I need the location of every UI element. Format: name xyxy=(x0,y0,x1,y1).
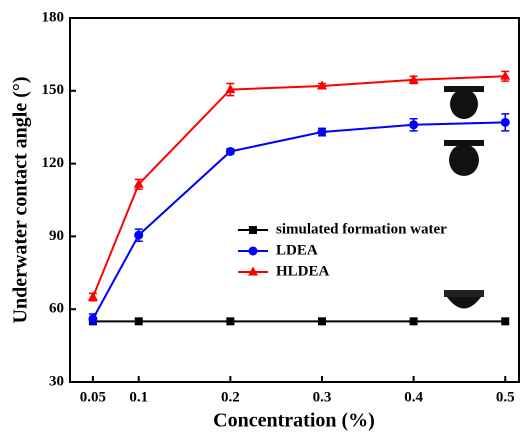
marker xyxy=(248,246,258,256)
series-line xyxy=(92,121,506,320)
x-tick-label: 0.05 xyxy=(80,389,106,405)
plot-frame xyxy=(69,17,520,383)
marker xyxy=(409,317,418,326)
marker xyxy=(225,84,236,94)
x-tick-label: 0.2 xyxy=(221,389,240,405)
y-tick-label: 90 xyxy=(49,228,64,244)
marker xyxy=(88,314,98,324)
marker xyxy=(134,317,143,326)
droplet-images xyxy=(444,86,484,309)
droplet xyxy=(450,89,478,119)
marker xyxy=(501,317,510,326)
y-tick-label: 120 xyxy=(42,155,65,171)
plate xyxy=(444,140,484,146)
legend-label: simulated formation water xyxy=(276,221,447,237)
marker xyxy=(134,230,144,240)
marker xyxy=(500,117,510,127)
x-tick-label: 0.1 xyxy=(129,389,148,405)
y-tick-label: 30 xyxy=(49,373,64,389)
x-tick-label: 0.5 xyxy=(496,389,515,405)
marker xyxy=(87,291,98,301)
y-tick-label: 180 xyxy=(42,9,65,25)
x-tick-label: 0.4 xyxy=(404,389,423,405)
droplet xyxy=(449,144,479,176)
marker xyxy=(500,70,511,80)
x-axis-label: Concentration (%) xyxy=(213,410,375,432)
legend-label: HLDEA xyxy=(276,263,330,279)
y-axis-label: Underwater contact angle (°) xyxy=(10,76,32,323)
marker xyxy=(408,74,419,84)
marker xyxy=(225,146,235,156)
droplet xyxy=(447,297,481,309)
marker xyxy=(316,80,327,90)
marker xyxy=(409,120,419,130)
plate xyxy=(444,290,484,297)
y-tick-label: 60 xyxy=(49,301,64,317)
marker xyxy=(249,226,257,234)
marker xyxy=(248,266,258,276)
series-line xyxy=(91,75,506,298)
marker xyxy=(226,317,235,326)
legend-label: LDEA xyxy=(276,242,318,258)
marker xyxy=(317,127,327,137)
marker xyxy=(317,317,326,326)
x-tick-label: 0.3 xyxy=(313,389,332,405)
marker xyxy=(133,178,144,188)
y-tick-label: 150 xyxy=(42,82,65,98)
